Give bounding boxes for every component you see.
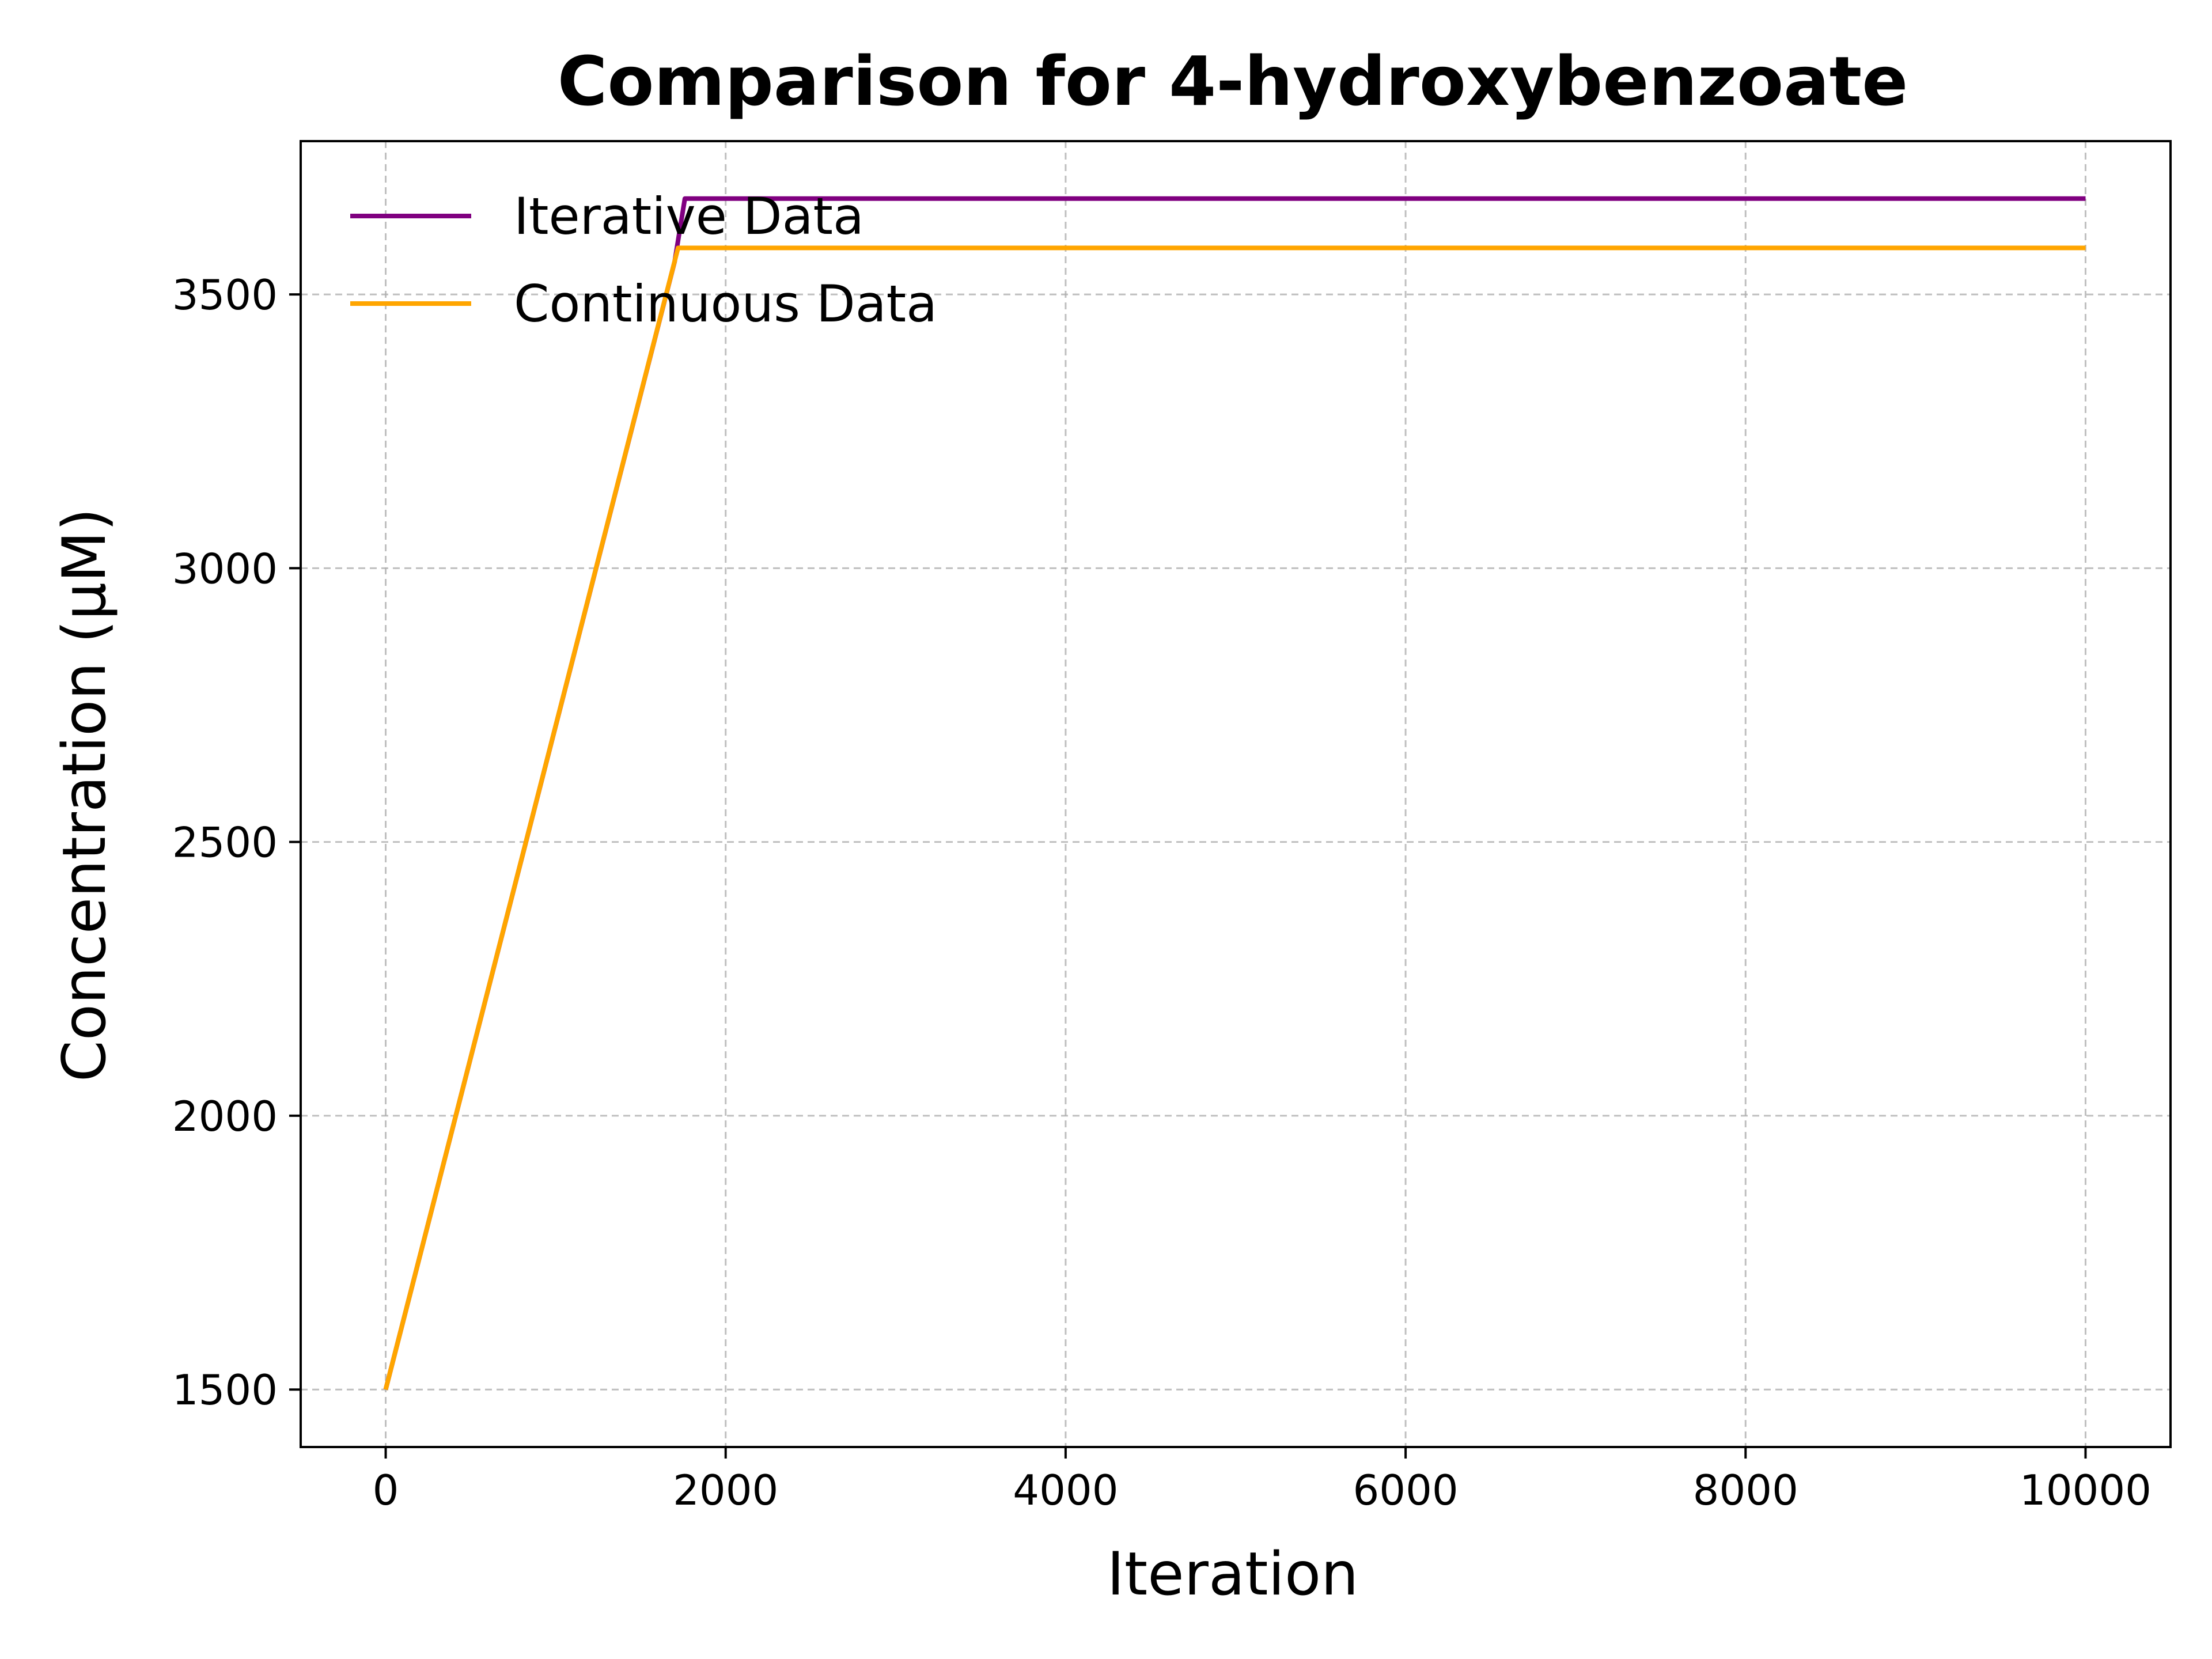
x-tick-label: 6000 (1353, 1466, 1458, 1514)
y-axis-label: Concentration (μM) (50, 508, 119, 1082)
y-tick-label: 1500 (172, 1366, 278, 1414)
chart-title: Comparison for 4-hydroxybenzoate (558, 41, 1908, 121)
legend-label-iterative: Iterative Data (514, 187, 864, 246)
x-axis-label: Iteration (1107, 1540, 1359, 1609)
y-tick-label: 3500 (172, 271, 278, 319)
legend-label-continuous: Continuous Data (514, 274, 937, 334)
x-tick-label: 4000 (1013, 1466, 1118, 1514)
legend: Iterative Data Continuous Data (350, 187, 937, 334)
grid-layer (301, 141, 2171, 1447)
series-layer (383, 196, 2086, 1391)
series-line-continuous (383, 245, 2086, 1391)
y-tick-label: 3000 (172, 544, 278, 593)
x-tick-label: 2000 (673, 1466, 778, 1514)
x-tick-label: 8000 (1693, 1466, 1798, 1514)
ticks-layer: 0 2000 4000 6000 8000 10000 1500 2000 2500 3000 35… (172, 271, 2152, 1514)
y-tick-label: 2000 (172, 1092, 278, 1141)
x-tick-label: 0 (373, 1466, 399, 1514)
x-tick-label: 10000 (2020, 1466, 2152, 1514)
y-tick-label: 2500 (172, 819, 278, 867)
plot-frame (300, 140, 2172, 1448)
